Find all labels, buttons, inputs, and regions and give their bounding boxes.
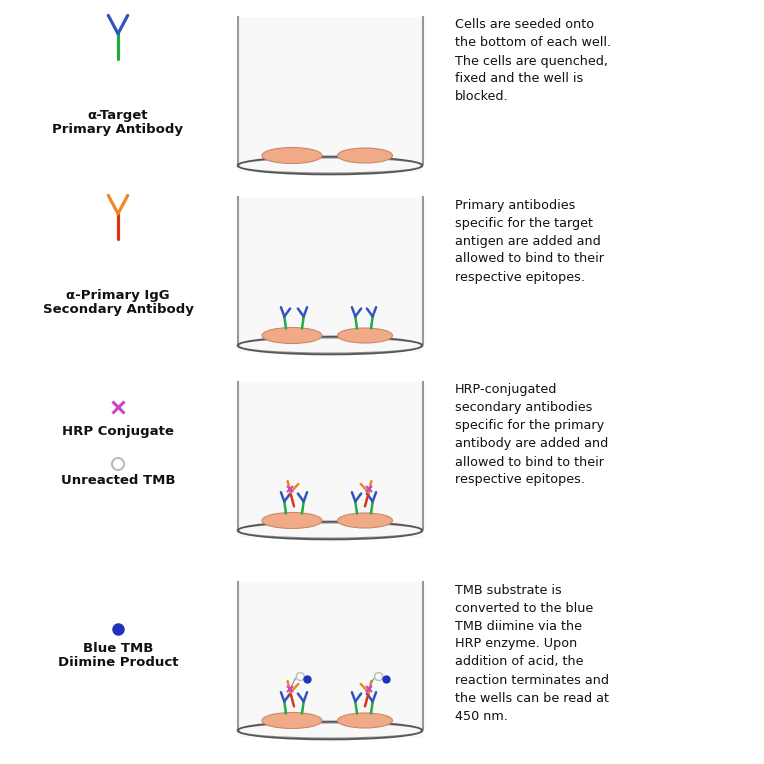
Text: Diimine Product: Diimine Product bbox=[58, 656, 178, 669]
Ellipse shape bbox=[238, 336, 422, 354]
Ellipse shape bbox=[238, 721, 422, 740]
Ellipse shape bbox=[239, 158, 420, 173]
Ellipse shape bbox=[338, 713, 393, 728]
Ellipse shape bbox=[238, 157, 422, 174]
FancyBboxPatch shape bbox=[238, 581, 422, 736]
FancyBboxPatch shape bbox=[238, 381, 422, 536]
Text: Unreacted TMB: Unreacted TMB bbox=[61, 474, 175, 487]
Ellipse shape bbox=[262, 147, 322, 163]
Ellipse shape bbox=[262, 328, 322, 344]
Text: Blue TMB: Blue TMB bbox=[83, 643, 154, 656]
Text: α-Target: α-Target bbox=[88, 109, 148, 122]
Ellipse shape bbox=[238, 522, 422, 539]
Ellipse shape bbox=[239, 724, 420, 737]
FancyBboxPatch shape bbox=[238, 196, 422, 351]
Ellipse shape bbox=[262, 513, 322, 529]
Ellipse shape bbox=[338, 513, 393, 528]
Ellipse shape bbox=[338, 148, 393, 163]
Ellipse shape bbox=[262, 713, 322, 729]
Text: TMB substrate is
converted to the blue
TMB diimine via the
HRP enzyme. Upon
addi: TMB substrate is converted to the blue T… bbox=[455, 584, 609, 723]
Text: Cells are seeded onto
the bottom of each well.
The cells are quenched,
fixed and: Cells are seeded onto the bottom of each… bbox=[455, 18, 611, 103]
Text: Primary Antibody: Primary Antibody bbox=[53, 124, 183, 137]
Text: α-Primary IgG: α-Primary IgG bbox=[66, 290, 170, 303]
FancyBboxPatch shape bbox=[238, 17, 422, 171]
Text: Secondary Antibody: Secondary Antibody bbox=[43, 303, 193, 316]
Ellipse shape bbox=[239, 338, 420, 352]
Text: Primary antibodies
specific for the target
antigen are added and
allowed to bind: Primary antibodies specific for the targ… bbox=[455, 199, 604, 283]
Ellipse shape bbox=[239, 523, 420, 538]
Text: HRP Conjugate: HRP Conjugate bbox=[62, 425, 174, 438]
Ellipse shape bbox=[338, 328, 393, 343]
Text: HRP-conjugated
secondary antibodies
specific for the primary
antibody are added : HRP-conjugated secondary antibodies spec… bbox=[455, 384, 608, 487]
